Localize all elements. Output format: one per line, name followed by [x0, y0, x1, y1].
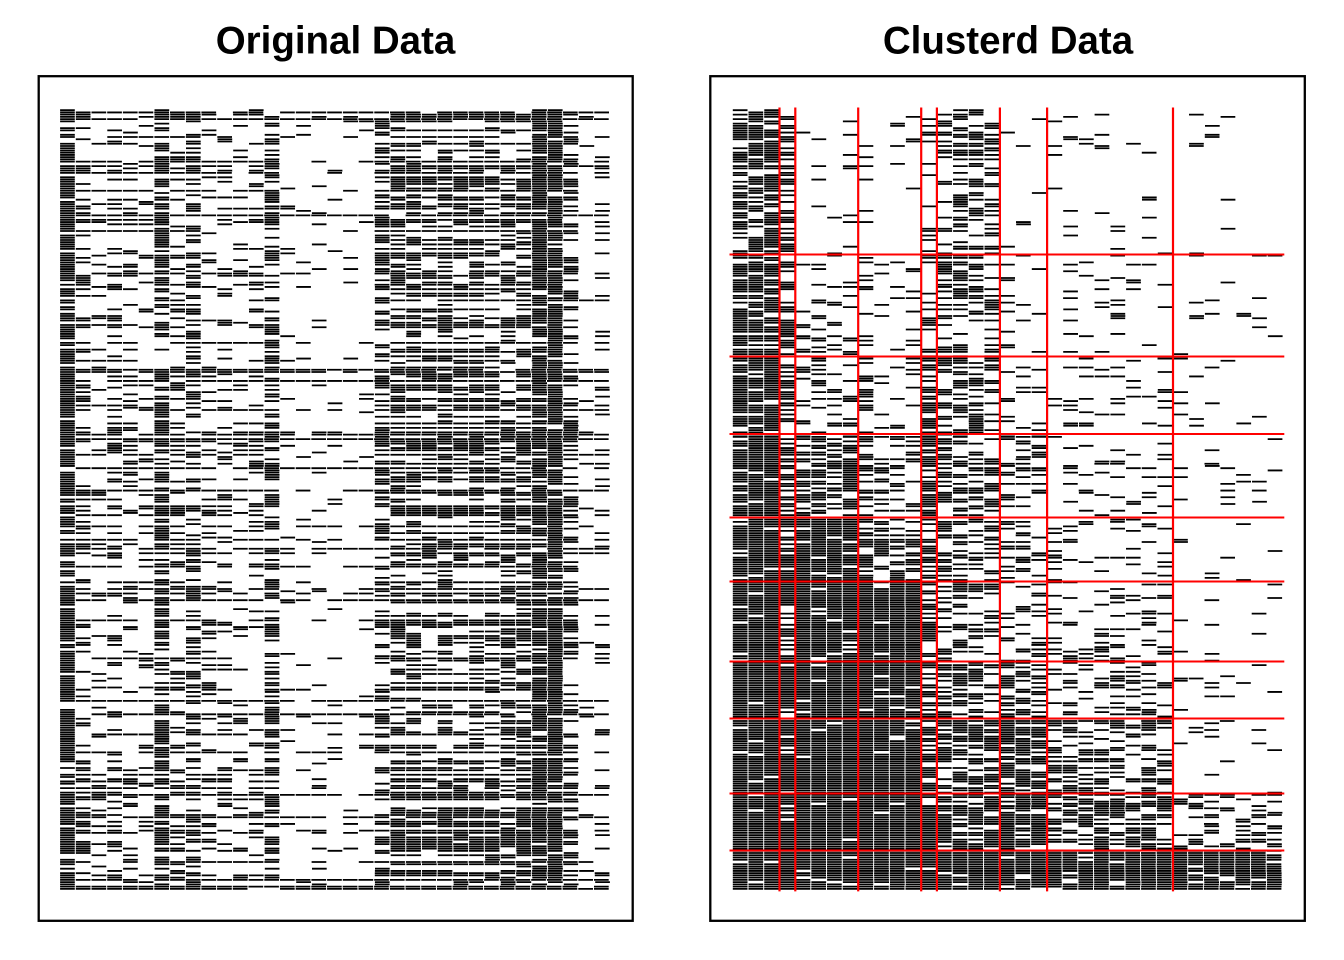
svg-text:Clusterd Data: Clusterd Data: [883, 19, 1134, 62]
svg-text:Original Data: Original Data: [216, 19, 456, 62]
